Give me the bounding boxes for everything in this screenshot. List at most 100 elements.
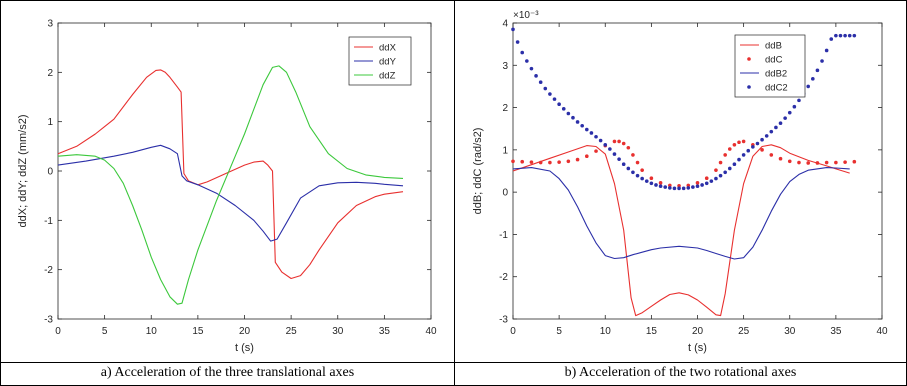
data-point bbox=[525, 59, 529, 63]
y-tick-label: 0 bbox=[502, 188, 508, 199]
data-point bbox=[585, 154, 589, 158]
data-point bbox=[852, 159, 857, 164]
data-point bbox=[566, 111, 571, 116]
data-point bbox=[737, 140, 741, 145]
data-point bbox=[834, 33, 838, 38]
data-point bbox=[787, 159, 792, 164]
y-tick-label: -3 bbox=[499, 315, 508, 326]
right-panel: 0 5 10 15 20 25 30 35 40 -3 -2 -1 0 1 2 3 4 t (s) ddB; ddC… bbox=[454, 0, 907, 363]
data-point bbox=[778, 156, 783, 161]
y-tick-label: 3 bbox=[47, 19, 53, 30]
data-point bbox=[695, 181, 700, 185]
data-point bbox=[792, 104, 797, 109]
data-point bbox=[727, 166, 732, 171]
data-point bbox=[617, 157, 621, 161]
data-point bbox=[566, 159, 571, 164]
x-tick-label: 30 bbox=[784, 326, 796, 337]
data-point bbox=[764, 134, 769, 138]
data-point bbox=[658, 184, 663, 189]
x-tick-label: 40 bbox=[425, 326, 437, 337]
plot-area bbox=[512, 22, 883, 320]
x-tick-label: 35 bbox=[379, 326, 391, 337]
legend: ddB ddC ddB2 ddC2 bbox=[734, 34, 806, 98]
right-chart: 0 5 10 15 20 25 30 35 40 -3 -2 -1 0 1 2 3 4 t (s) ddB; ddC… bbox=[472, 10, 888, 354]
data-point bbox=[806, 84, 810, 89]
data-point bbox=[783, 116, 787, 120]
data-point bbox=[677, 184, 681, 188]
data-point bbox=[723, 153, 727, 157]
data-point bbox=[787, 110, 792, 115]
data-point bbox=[557, 160, 561, 164]
data-point bbox=[709, 179, 714, 183]
data-point bbox=[594, 149, 598, 153]
data-point bbox=[700, 183, 704, 187]
x-tick-label: 15 bbox=[192, 326, 204, 337]
right-caption-cell: b) Acceleration of the two rotational ax… bbox=[454, 362, 907, 386]
data-point bbox=[598, 138, 603, 143]
data-point bbox=[746, 148, 751, 153]
data-point bbox=[529, 66, 534, 71]
data-point bbox=[695, 184, 700, 189]
data-point bbox=[603, 142, 608, 147]
data-point bbox=[727, 147, 732, 151]
data-point bbox=[571, 115, 575, 120]
series-ddC bbox=[511, 139, 857, 188]
series-ddC2 bbox=[511, 27, 857, 191]
data-point bbox=[612, 152, 617, 156]
data-point bbox=[691, 185, 695, 189]
x-tick-label: 25 bbox=[738, 326, 750, 337]
x-tick-label: 15 bbox=[646, 326, 658, 337]
x-tick-label: 5 bbox=[102, 326, 108, 337]
data-point bbox=[621, 162, 626, 167]
legend-label-ddC: ddC bbox=[765, 55, 783, 66]
y-tick-label: -1 bbox=[44, 216, 53, 227]
y-tick-label: 4 bbox=[502, 19, 508, 30]
data-point bbox=[843, 33, 847, 38]
data-point bbox=[686, 183, 691, 188]
legend: ddX ddY ddZ bbox=[348, 36, 412, 86]
data-point bbox=[732, 162, 737, 167]
y-axis-label: ddB; ddC (rad/s2) bbox=[472, 128, 484, 215]
data-point bbox=[668, 183, 672, 188]
data-point bbox=[520, 159, 525, 164]
series-line-ddZ bbox=[57, 65, 404, 305]
data-point bbox=[751, 145, 755, 149]
x-tick-label: 20 bbox=[239, 326, 251, 337]
data-point bbox=[511, 159, 515, 164]
data-point bbox=[704, 181, 709, 186]
data-point bbox=[561, 107, 566, 111]
series-line-ddB2 bbox=[512, 167, 850, 260]
data-point bbox=[847, 33, 852, 38]
y-tick-label: 0 bbox=[47, 167, 53, 178]
data-point bbox=[649, 176, 654, 180]
y-tick-label: -3 bbox=[44, 315, 53, 326]
x-tick-label: 10 bbox=[600, 326, 612, 337]
legend-label-ddX: ddX bbox=[379, 43, 397, 54]
data-point bbox=[760, 137, 764, 142]
data-point bbox=[718, 173, 723, 178]
data-point bbox=[718, 160, 723, 165]
data-point bbox=[617, 139, 621, 144]
series-line-ddY bbox=[57, 144, 404, 242]
x-tick-label: 0 bbox=[55, 326, 61, 337]
y-tick-label: 2 bbox=[47, 68, 53, 79]
series-line-ddB bbox=[512, 144, 850, 317]
x-tick-label: 35 bbox=[830, 326, 842, 337]
data-point bbox=[668, 186, 672, 190]
data-point bbox=[834, 160, 838, 165]
left-caption: a) Acceleration of the three translation… bbox=[100, 365, 355, 380]
y-axis-label: ddX; ddY; ddZ (mm/s2) bbox=[17, 115, 29, 228]
data-point bbox=[824, 48, 829, 53]
legend-label-ddY: ddY bbox=[379, 57, 397, 68]
data-point bbox=[681, 186, 686, 191]
data-point bbox=[714, 168, 718, 172]
data-point bbox=[658, 181, 663, 185]
data-point bbox=[741, 153, 746, 157]
data-point bbox=[511, 27, 515, 32]
y-tick-label: 3 bbox=[502, 61, 508, 72]
data-point bbox=[774, 125, 778, 130]
data-point bbox=[612, 139, 617, 144]
data-point bbox=[538, 80, 543, 84]
data-point bbox=[714, 176, 718, 181]
